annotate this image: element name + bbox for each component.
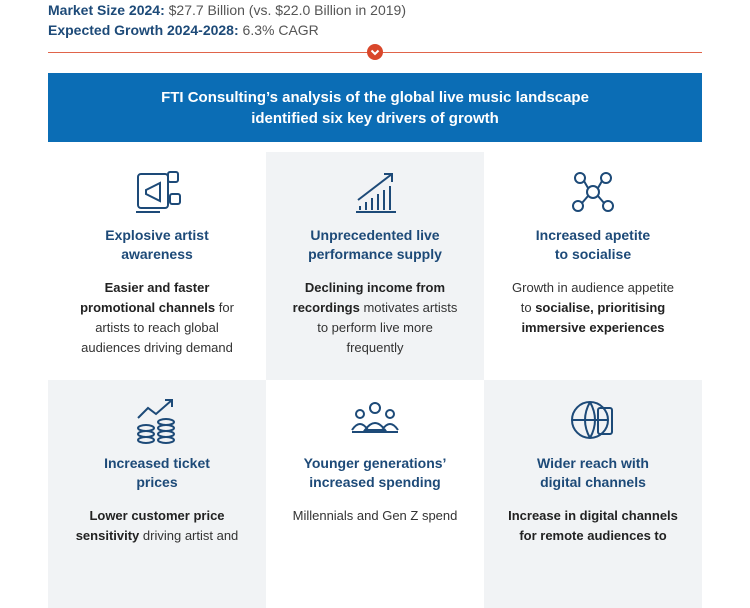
card-title-line: Increased apetite: [535, 227, 651, 243]
card-icon: [136, 171, 181, 213]
header-line: Market Size 2024: $27.7 Billion (vs. $22…: [48, 2, 406, 18]
card-title-line: Increased ticket: [104, 455, 210, 471]
card-body-line: Millennials and Gen Z spend: [266, 506, 484, 526]
body-bold-text: promotional channels: [80, 300, 216, 315]
body-text: Growth in audience appetite: [512, 280, 674, 295]
card-body: Millennials and Gen Z spend: [266, 506, 484, 526]
card: Increased apetite to socialise Growth in a…: [484, 152, 702, 380]
body-text: for: [215, 300, 234, 315]
card-body-line: immersive experiences: [484, 318, 702, 338]
card: Increased ticket prices Lower customer pri…: [48, 380, 266, 608]
card-icon: [356, 173, 396, 213]
card-body: Easier and faster promotional channels fo…: [48, 278, 266, 358]
card-title: Wider reach with digital channels: [484, 454, 702, 492]
card-body: Growth in audience appetite to socialise,…: [484, 278, 702, 338]
body-bold-text: socialise, prioritising: [535, 300, 666, 315]
body-text: artists to reach global: [95, 320, 219, 335]
body-bold-text: Increase in digital channels: [508, 508, 678, 523]
body-text: motivates artists: [359, 300, 458, 315]
body-bold-text: Declining income from: [304, 280, 446, 295]
card-title: Increased apetite to socialise: [484, 226, 702, 264]
card-title-line: Explosive artist: [105, 227, 209, 243]
card-body-line: Lower customer price: [48, 506, 266, 526]
card-title-line: to socialise: [554, 246, 632, 262]
body-bold-text: Lower customer price: [89, 508, 225, 523]
card-body-line: Easier and faster: [48, 278, 266, 298]
card-title: Increased ticket prices: [48, 454, 266, 492]
card-body-line: sensitivity driving artist and: [48, 526, 266, 546]
card-body-line: Declining income from: [266, 278, 484, 298]
card-title: Explosive artist awareness: [48, 226, 266, 264]
card-title-line: increased spending: [309, 474, 441, 490]
card-title: Younger generations’ increased spending: [266, 454, 484, 492]
card: Wider reach with digital channels Increase…: [484, 380, 702, 608]
card-title-line: performance supply: [308, 246, 442, 262]
card-icon: [137, 399, 175, 444]
card-body-line: Growth in audience appetite: [484, 278, 702, 298]
page: Market Size 2024: $27.7 Billion (vs. $22…: [48, 2, 702, 608]
card-title-line: Unprecedented live: [310, 227, 440, 243]
card-icon: [572, 172, 614, 212]
card-body-line: artists to reach global: [48, 318, 266, 338]
card-title-line: awareness: [121, 246, 193, 262]
card-body-line: audiences driving demand: [48, 338, 266, 358]
card-icon: [571, 401, 613, 439]
card: Unprecedented live performance supply Decl…: [266, 152, 484, 380]
card-title-line: prices: [136, 474, 178, 490]
card-title-line: digital channels: [540, 474, 646, 490]
body-text: to perform live more: [317, 320, 433, 335]
body-bold-text: recordings: [292, 300, 360, 315]
card-body-line: to perform live more: [266, 318, 484, 338]
banner-line: FTI Consulting’s analysis of the global …: [161, 88, 589, 106]
body-text: audiences driving demand: [81, 340, 233, 355]
card-body: Declining income from recordings motivate…: [266, 278, 484, 358]
card: Younger generations’ increased spending Mi…: [266, 380, 484, 608]
banner: FTI Consulting’s analysis of the global …: [48, 73, 702, 142]
card-title: Unprecedented live performance supply: [266, 226, 484, 264]
body-bold-text: immersive experiences: [521, 320, 665, 335]
header-label: Market Size 2024:: [48, 2, 165, 18]
card-body-line: for remote audiences to: [484, 526, 702, 546]
card-body: Lower customer price sensitivity driving …: [48, 506, 266, 546]
card-body-line: Increase in digital channels: [484, 506, 702, 526]
card-title-line: Wider reach with: [537, 455, 649, 471]
card-body-line: to socialise, prioritising: [484, 298, 702, 318]
header-value: 6.3% CAGR: [242, 22, 319, 38]
body-text: frequently: [346, 340, 404, 355]
chevron-icon: [367, 44, 383, 60]
header-label: Expected Growth 2024-2028:: [48, 22, 239, 38]
banner-line: identified six key drivers of growth: [251, 109, 499, 127]
card-body: Increase in digital channels for remote a…: [484, 506, 702, 546]
card: Explosive artist awareness Easier and fast…: [48, 152, 266, 380]
body-text: to: [520, 300, 536, 315]
card-icon: [351, 402, 399, 433]
body-text: Millennials and Gen Z spend: [292, 508, 458, 523]
body-bold-text: Easier and faster: [104, 280, 210, 295]
header-line: Expected Growth 2024-2028: 6.3% CAGR: [48, 22, 319, 38]
header-value: $27.7 Billion (vs. $22.0 Billion in 2019…: [168, 2, 406, 18]
card-body-line: recordings motivates artists: [266, 298, 484, 318]
card-body-line: promotional channels for: [48, 298, 266, 318]
card-title-line: Younger generations’: [303, 455, 447, 471]
card-body-line: frequently: [266, 338, 484, 358]
